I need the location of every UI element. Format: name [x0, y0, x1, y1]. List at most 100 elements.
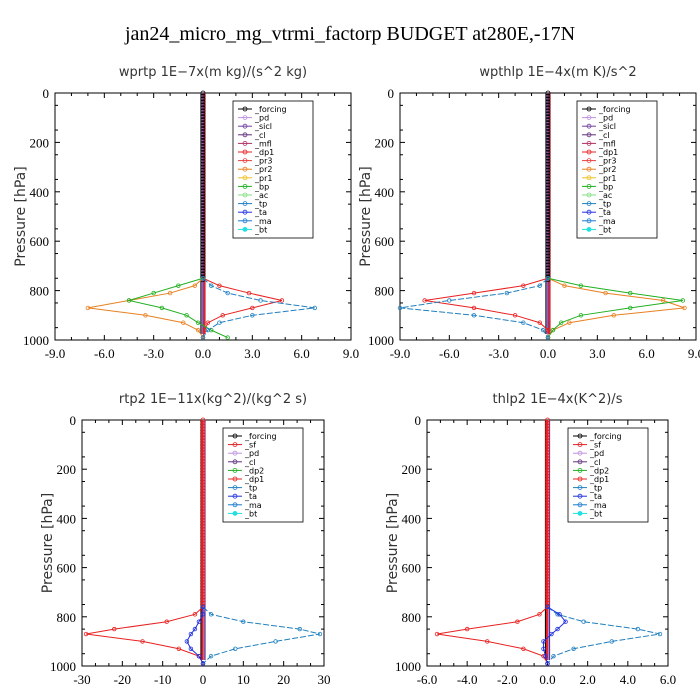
near-zero-marker: [200, 432, 206, 438]
series-marker: [164, 619, 169, 624]
legend-marker: [242, 123, 248, 129]
series-marker: [312, 305, 318, 311]
near-zero-marker: [200, 212, 206, 217]
legend-label: _dp1: [589, 475, 609, 484]
near-zero-marker: [200, 152, 206, 158]
legend-label: _cl: [244, 458, 256, 467]
legend-marker: [242, 106, 248, 112]
near-zero-marker: [545, 479, 550, 485]
near-zero-marker: [200, 420, 206, 426]
legend-label: _sf: [589, 441, 601, 450]
near-zero-marker: [200, 149, 206, 155]
series-marker: [611, 313, 616, 318]
series-marker: [112, 626, 117, 632]
series-marker: [188, 646, 194, 651]
near-zero-marker: [545, 577, 550, 582]
near-zero-marker: [200, 90, 206, 96]
near-zero-marker: [200, 206, 206, 211]
x-tick-label: -6.0: [439, 346, 460, 361]
near-zero-marker: [200, 135, 206, 140]
series-marker: [471, 290, 477, 296]
x-tick-label: 4.0: [620, 672, 636, 687]
series-marker: [159, 305, 165, 311]
series-marker: [521, 646, 526, 651]
series-marker: [250, 313, 255, 318]
x-tick-label: 6.0: [660, 672, 676, 687]
near-zero-marker: [545, 556, 550, 562]
series-marker: [184, 313, 189, 318]
near-zero-marker: [545, 96, 551, 102]
near-zero-marker: [200, 238, 206, 244]
series-marker: [297, 626, 302, 632]
series-line-pr2: [547, 277, 685, 338]
series-marker: [549, 631, 554, 637]
series-line-tp: [547, 606, 661, 664]
near-zero-marker: [200, 129, 206, 134]
series-marker: [562, 283, 567, 288]
legend-label: _pr3: [254, 157, 272, 166]
near-zero-marker: [200, 435, 206, 441]
series-marker: [545, 327, 551, 333]
near-zero-marker: [545, 250, 551, 256]
near-zero-marker: [545, 102, 551, 108]
series-marker: [184, 639, 190, 644]
near-zero-marker: [200, 253, 206, 259]
legend-marker: [232, 476, 238, 482]
y-tick-label: 0: [388, 86, 395, 101]
near-zero-marker: [200, 515, 206, 520]
near-zero-marker: [545, 497, 550, 503]
near-zero-marker: [545, 244, 551, 250]
y-axis-label: Pressure [hPa]: [358, 166, 374, 266]
legend-label: _dp2: [244, 466, 264, 475]
series-marker: [545, 661, 550, 666]
legend-label: _bt: [244, 509, 257, 518]
near-zero-marker: [200, 553, 206, 559]
near-zero-marker: [545, 420, 550, 426]
legend-marker: [586, 166, 592, 172]
near-zero-marker: [545, 423, 550, 429]
series-marker: [181, 320, 186, 325]
series-marker: [550, 327, 556, 333]
near-zero-marker: [545, 138, 551, 143]
series-marker: [558, 320, 564, 325]
near-zero-marker: [200, 241, 206, 247]
series-marker: [143, 313, 148, 318]
near-zero-marker: [200, 597, 206, 603]
series-marker: [464, 626, 470, 632]
near-zero-marker: [200, 194, 206, 200]
series-marker: [657, 631, 663, 637]
near-zero-marker: [200, 209, 206, 214]
series-marker: [635, 626, 641, 632]
near-zero-marker: [200, 500, 206, 506]
legend-label: _pd: [598, 114, 613, 123]
near-zero-marker: [200, 247, 206, 253]
x-tick-label: -4.0: [457, 672, 478, 687]
near-zero-marker: [200, 494, 206, 500]
near-zero-marker: [545, 550, 550, 556]
near-zero-marker: [200, 453, 206, 458]
legend-label: _ta: [589, 492, 602, 501]
near-zero-marker: [200, 179, 206, 185]
series-marker: [567, 320, 572, 325]
near-zero-marker: [200, 170, 206, 176]
legend-label: _ma: [589, 501, 607, 510]
legend-marker: [242, 192, 248, 198]
series-marker: [551, 653, 556, 659]
series-line-bp: [547, 277, 683, 338]
near-zero-marker: [200, 232, 206, 238]
near-zero-marker: [200, 517, 206, 523]
series-line-pr2: [87, 277, 204, 338]
series-marker: [660, 298, 666, 303]
legend-marker: [586, 226, 592, 232]
near-zero-marker: [545, 526, 550, 532]
legend-label: _forcing: [254, 105, 287, 114]
near-zero-marker: [200, 229, 206, 235]
near-zero-marker: [545, 582, 550, 588]
legend-marker: [586, 201, 592, 207]
near-zero-marker: [545, 206, 551, 211]
near-zero-marker: [200, 235, 206, 241]
legend-marker: [232, 493, 238, 499]
near-zero-marker: [545, 432, 550, 438]
near-zero-marker: [545, 488, 550, 494]
near-zero-marker: [545, 503, 550, 509]
